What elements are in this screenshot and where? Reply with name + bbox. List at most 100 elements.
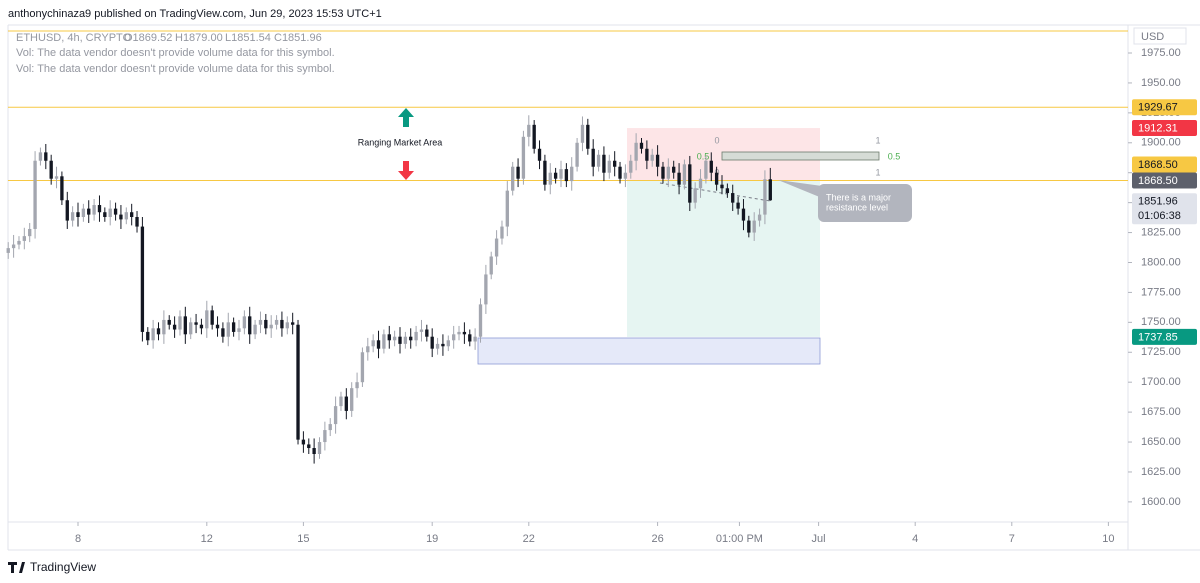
fib-box: [721, 151, 880, 161]
fib-label: 1: [875, 135, 880, 145]
candle-body: [409, 336, 413, 341]
candle-body: [231, 322, 236, 332]
candle-body: [639, 142, 644, 149]
callout-pointer: [778, 180, 822, 198]
x-tick-label: 01:00 PM: [716, 533, 763, 545]
candle-body: [704, 160, 708, 179]
callout-box: [818, 184, 912, 222]
candle-body: [97, 205, 102, 213]
candle-body: [92, 205, 96, 215]
candle-body: [264, 319, 268, 329]
candle-body: [768, 179, 772, 201]
ohlc-low: L1851.54: [225, 32, 271, 44]
candle-body: [296, 324, 300, 440]
candle-body: [130, 212, 134, 218]
annotation: There is a major: [826, 192, 891, 202]
candle-body: [462, 331, 467, 335]
candle-body: [226, 322, 230, 337]
currency[interactable]: USD: [1141, 31, 1164, 43]
candle-body: [602, 154, 606, 173]
candle-body: [457, 331, 461, 335]
candle-body: [355, 382, 359, 389]
candle-body: [81, 208, 86, 218]
candle-body: [419, 329, 424, 332]
price-tags: 1929.67 1912.31 1868.50 1868.50 1851.96 01:06…: [1132, 99, 1197, 345]
candle-body: [28, 228, 32, 237]
price-tag-label: 1851.96: [1138, 196, 1178, 208]
y-tick-label: 1975.00: [1141, 47, 1181, 59]
volume-note: Vol: The data vendor doesn't provide vol…: [16, 47, 335, 59]
candle-body: [414, 331, 418, 341]
candle-body: [328, 424, 332, 431]
candle-body: [76, 212, 80, 218]
target-zone: [627, 180, 820, 337]
publish-info: anthonychinaza9 published on TradingView…: [8, 8, 382, 20]
y-tick-label: 1700.00: [1141, 376, 1181, 388]
y-tick-label: 1600.00: [1141, 496, 1181, 508]
candle-body: [333, 406, 338, 425]
y-tick-label: 1750.00: [1141, 316, 1181, 328]
candle-body: [183, 316, 187, 335]
candle-body: [698, 178, 703, 189]
candle-body: [103, 212, 107, 218]
candle-body: [108, 208, 112, 218]
candle-body: [317, 442, 322, 455]
candle-body: [172, 324, 177, 330]
candle-body: [60, 176, 64, 201]
ohlc-open: O1869.52: [124, 32, 172, 44]
logo: [8, 562, 25, 573]
fib-label: 0: [714, 135, 719, 145]
candle-body: [537, 148, 542, 161]
price-tag: [1132, 172, 1197, 189]
candle-body: [763, 179, 767, 215]
candle-body: [435, 343, 440, 349]
candle-body: [709, 160, 713, 173]
candle-body: [403, 336, 408, 344]
candle-body: [747, 220, 751, 233]
y-tick-label: 1625.00: [1141, 466, 1181, 478]
candle-body: [38, 152, 43, 161]
candle-body: [430, 336, 434, 349]
candle-body: [87, 208, 91, 215]
candle-body: [307, 444, 311, 449]
candle-body: [500, 226, 504, 239]
candle-body: [677, 172, 681, 185]
price-tag-label: 1868.50: [1138, 159, 1178, 171]
candle-body: [269, 324, 273, 329]
y-tick-label: 1900.00: [1141, 137, 1181, 149]
candle-body: [688, 164, 692, 203]
candle-body: [553, 172, 558, 179]
candle-body: [146, 331, 150, 341]
candle-body: [199, 324, 204, 329]
candle-body: [489, 256, 493, 275]
candle-body: [151, 328, 155, 341]
candle-body: [248, 316, 252, 335]
candle-body: [210, 310, 214, 325]
price-tag-label: 1737.85: [1138, 331, 1178, 343]
candle-body: [607, 160, 611, 173]
brand: TradingView: [30, 560, 96, 574]
candle-body: [291, 322, 295, 325]
fib-label: 0.5: [888, 151, 901, 161]
candle-body: [693, 188, 697, 203]
candle-body: [543, 160, 547, 185]
candle-body: [623, 172, 628, 179]
currency-box[interactable]: [1133, 27, 1187, 45]
price-tag-label: 1868.50: [1138, 175, 1178, 187]
candle-body: [189, 322, 193, 335]
candle-body: [119, 214, 123, 220]
candle-body: [323, 430, 327, 443]
fib-label: 0.5: [697, 151, 710, 161]
axes: 1975.001950.001925.001900.001875.001850.…: [75, 47, 1181, 545]
x-tick-label: 26: [651, 533, 663, 545]
candle-body: [44, 152, 48, 161]
candle-body: [135, 217, 139, 227]
y-tick-label: 1675.00: [1141, 406, 1181, 418]
candle-body: [301, 439, 306, 445]
x-tick-label: 7: [1009, 533, 1015, 545]
y-tick-label: 1825.00: [1141, 226, 1181, 238]
candle-body: [274, 319, 279, 325]
